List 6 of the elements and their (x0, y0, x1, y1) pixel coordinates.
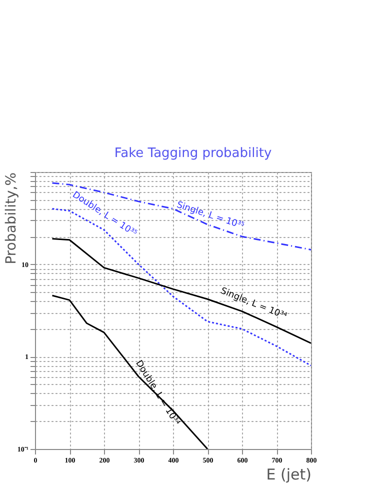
y-axis-title: Probability,% (4, 172, 20, 264)
x-axis-title: E (jet) (266, 466, 312, 484)
line-series (52, 182, 311, 250)
chart-title: Fake Tagging probability (114, 146, 272, 161)
line-series (52, 294, 208, 449)
line-series (52, 238, 311, 344)
